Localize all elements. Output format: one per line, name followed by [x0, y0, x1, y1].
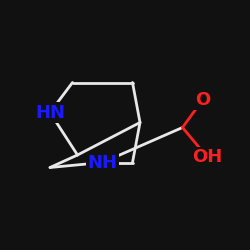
Text: O: O — [195, 91, 210, 109]
Text: NH: NH — [88, 154, 118, 172]
Text: HN: HN — [35, 104, 65, 122]
Text: OH: OH — [192, 148, 223, 166]
